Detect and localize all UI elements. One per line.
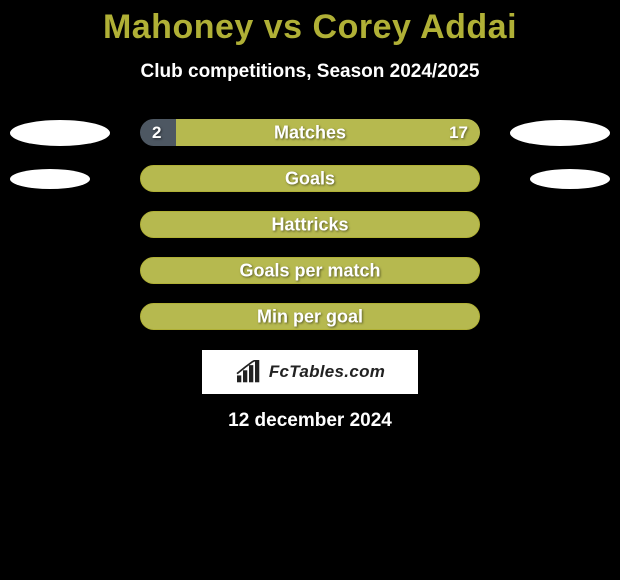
bar-chart-icon bbox=[235, 360, 263, 384]
stat-rows: 2 17 Matches Goals Hattricks Goals per match M… bbox=[0, 119, 620, 330]
stat-bar: Hattricks bbox=[140, 211, 480, 238]
date-text: 12 december 2024 bbox=[228, 410, 392, 432]
stat-row: 2 17 Matches bbox=[0, 119, 620, 146]
bar-label: Hattricks bbox=[271, 214, 348, 235]
logo-box[interactable]: FcTables.com bbox=[202, 350, 418, 394]
page-title: Mahoney vs Corey Addai bbox=[103, 8, 517, 47]
oval-left bbox=[10, 120, 110, 146]
stat-bar: Min per goal bbox=[140, 303, 480, 330]
oval-left bbox=[10, 169, 90, 189]
stat-bar: Goals per match bbox=[140, 257, 480, 284]
oval-right bbox=[510, 120, 610, 146]
bar-label: Goals per match bbox=[239, 260, 380, 281]
bar-label: Goals bbox=[285, 168, 335, 189]
stat-bar: 2 17 Matches bbox=[140, 119, 480, 146]
stat-row: Hattricks bbox=[0, 211, 620, 238]
stats-card: Mahoney vs Corey Addai Club competitions… bbox=[0, 0, 620, 580]
bar-label: Matches bbox=[274, 122, 346, 143]
stat-row: Goals bbox=[0, 165, 620, 192]
subtitle: Club competitions, Season 2024/2025 bbox=[141, 61, 480, 83]
oval-right bbox=[530, 169, 610, 189]
logo-text: FcTables.com bbox=[269, 362, 385, 382]
stat-bar: Goals bbox=[140, 165, 480, 192]
bar-value-right: 17 bbox=[449, 123, 468, 143]
bar-value-left: 2 bbox=[152, 123, 161, 143]
stat-row: Min per goal bbox=[0, 303, 620, 330]
bar-label: Min per goal bbox=[257, 306, 363, 327]
stat-row: Goals per match bbox=[0, 257, 620, 284]
